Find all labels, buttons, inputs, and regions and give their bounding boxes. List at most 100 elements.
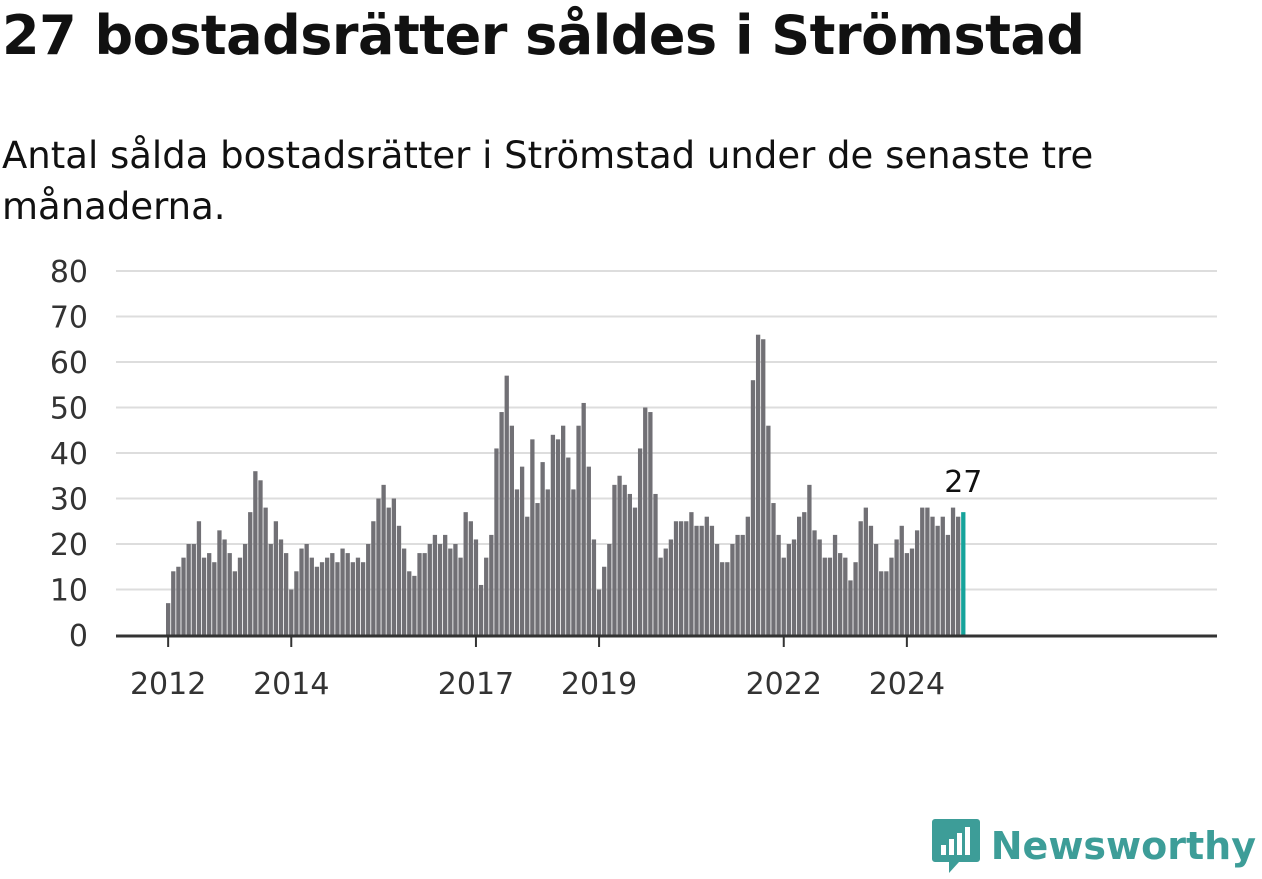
bar bbox=[950, 507, 956, 635]
bar bbox=[268, 544, 273, 635]
bar bbox=[448, 548, 453, 635]
bar bbox=[730, 544, 735, 635]
bar bbox=[376, 498, 381, 635]
bar bbox=[673, 521, 679, 635]
bar bbox=[453, 544, 458, 635]
bar bbox=[555, 439, 561, 635]
y-tick-label: 40 bbox=[50, 437, 88, 472]
bar bbox=[186, 544, 191, 635]
bar bbox=[725, 562, 730, 635]
bar bbox=[519, 466, 525, 635]
bar bbox=[853, 562, 858, 635]
bar bbox=[709, 525, 715, 635]
bar bbox=[581, 402, 586, 635]
bar bbox=[360, 562, 366, 635]
bar bbox=[427, 544, 432, 635]
bar bbox=[253, 471, 258, 635]
bar bbox=[602, 566, 607, 635]
bar bbox=[745, 516, 750, 635]
bar bbox=[561, 425, 566, 635]
bar bbox=[873, 544, 879, 635]
bar bbox=[863, 507, 868, 635]
bar bbox=[591, 539, 597, 635]
bar bbox=[920, 507, 925, 635]
bar bbox=[637, 448, 643, 635]
bar bbox=[222, 539, 227, 635]
bar bbox=[909, 548, 915, 635]
page-subtitle: Antal sålda bostadsrätter i Strömstad un… bbox=[2, 134, 1094, 228]
bar bbox=[212, 562, 217, 635]
bar bbox=[232, 571, 237, 635]
bar bbox=[817, 539, 822, 635]
bar bbox=[366, 544, 371, 635]
bar bbox=[663, 548, 668, 635]
bar bbox=[694, 525, 699, 635]
bars bbox=[166, 334, 966, 635]
bar bbox=[478, 584, 484, 635]
bar bbox=[689, 512, 694, 635]
bar bbox=[786, 544, 792, 635]
bar bbox=[550, 434, 556, 635]
bar bbox=[632, 507, 638, 635]
bar bbox=[668, 539, 674, 635]
bar bbox=[391, 498, 397, 635]
bar bbox=[299, 548, 304, 635]
bar bbox=[484, 557, 489, 635]
bar bbox=[289, 589, 294, 635]
bar bbox=[822, 557, 827, 635]
bar bbox=[627, 493, 632, 635]
x-axis-ticks: 2012 2014 2017 2019 2022 2024 bbox=[130, 636, 945, 702]
bar bbox=[945, 534, 951, 635]
bar bbox=[437, 544, 443, 635]
bar bbox=[207, 553, 212, 635]
bar bbox=[848, 580, 853, 635]
bar bbox=[720, 562, 725, 635]
bar bbox=[802, 512, 807, 635]
bar bbox=[196, 521, 202, 635]
bar bbox=[622, 484, 627, 635]
bar bbox=[283, 553, 289, 635]
bar bbox=[443, 534, 448, 635]
bar bbox=[889, 557, 894, 635]
brand-name: Newsworthy bbox=[990, 824, 1256, 868]
bar bbox=[735, 534, 740, 635]
bar bbox=[750, 380, 756, 635]
bar bbox=[545, 489, 550, 635]
bar bbox=[586, 466, 591, 635]
bar bbox=[643, 407, 648, 635]
bar bbox=[699, 525, 704, 635]
bar-highlight bbox=[961, 512, 966, 635]
bar bbox=[612, 484, 617, 635]
y-tick-label: 50 bbox=[50, 392, 88, 427]
bar bbox=[468, 521, 473, 635]
bar bbox=[355, 557, 361, 635]
bar bbox=[617, 475, 622, 635]
bar bbox=[879, 571, 884, 635]
bar bbox=[509, 425, 515, 635]
bar bbox=[940, 516, 945, 635]
bar bbox=[340, 548, 345, 635]
x-tick-label: 2019 bbox=[561, 667, 637, 702]
bar bbox=[812, 530, 817, 635]
bar bbox=[894, 539, 899, 635]
bar bbox=[925, 507, 930, 635]
bar bbox=[648, 412, 653, 635]
bar bbox=[176, 566, 181, 635]
bar bbox=[884, 571, 889, 635]
bar bbox=[832, 534, 838, 635]
bar bbox=[386, 507, 391, 635]
bar bbox=[242, 544, 248, 635]
bar bbox=[776, 534, 781, 635]
y-tick-label: 60 bbox=[50, 346, 88, 381]
newsworthy-logo-icon bbox=[931, 819, 980, 873]
bar bbox=[345, 553, 350, 635]
gridlines bbox=[116, 270, 1217, 591]
bar bbox=[494, 448, 499, 635]
bar bbox=[704, 516, 709, 635]
bar bbox=[838, 553, 843, 635]
bar bbox=[489, 534, 494, 635]
bar bbox=[407, 571, 412, 635]
bar bbox=[171, 571, 176, 635]
y-tick-label: 0 bbox=[69, 619, 88, 654]
